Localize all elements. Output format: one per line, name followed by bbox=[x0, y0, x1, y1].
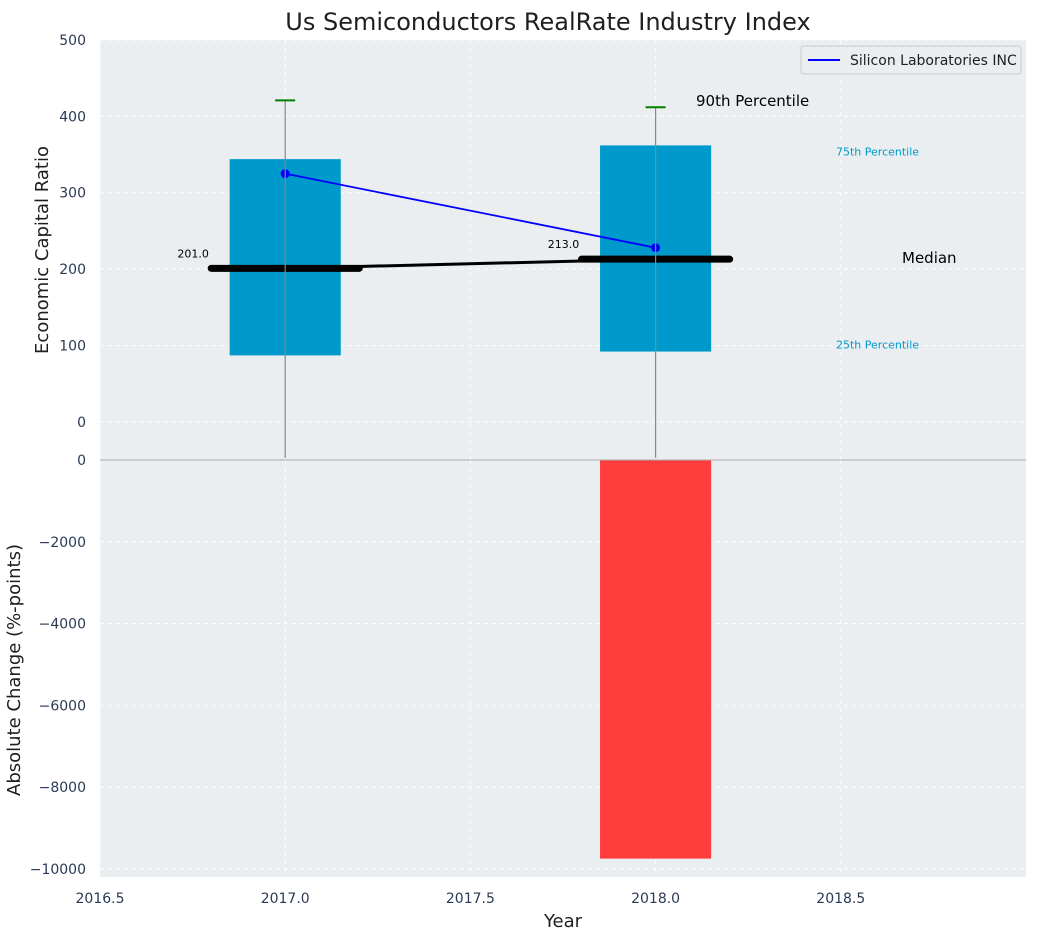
chart-title: Us Semiconductors RealRate Industry Inde… bbox=[285, 8, 810, 36]
annotation-90th: 90th Percentile bbox=[696, 92, 809, 110]
top-y-tick-label: 200 bbox=[59, 262, 86, 278]
bottom-y-tick-label: −6000 bbox=[39, 698, 86, 714]
bottom-y-tick-label: −2000 bbox=[39, 535, 86, 551]
x-tick-label: 2017.5 bbox=[446, 891, 495, 907]
change-bar bbox=[600, 460, 712, 859]
x-tick-label: 2018.5 bbox=[816, 891, 865, 907]
top-y-ticks: 0 100 200 300 400 500 bbox=[59, 33, 86, 431]
median-value-label: 213.0 bbox=[548, 238, 580, 251]
annotation-median: Median bbox=[902, 249, 957, 267]
top-y-axis-label: Economic Capital Ratio bbox=[32, 146, 53, 354]
legend-box bbox=[800, 45, 1022, 75]
bottom-panel-background bbox=[100, 460, 1026, 877]
top-y-tick-label: 400 bbox=[59, 109, 86, 125]
x-tick-label: 2016.5 bbox=[76, 891, 125, 907]
bottom-y-tick-label: −4000 bbox=[39, 617, 86, 633]
median-value-label: 201.0 bbox=[177, 247, 209, 260]
x-axis-label: Year bbox=[543, 911, 583, 932]
top-y-tick-label: 100 bbox=[59, 338, 86, 354]
bottom-y-tick-label: 0 bbox=[77, 453, 86, 469]
annotation-25th: 25th Percentile bbox=[836, 339, 919, 352]
bottom-bars bbox=[600, 460, 712, 859]
top-y-tick-label: 300 bbox=[59, 186, 86, 202]
annotation-75th: 75th Percentile bbox=[836, 145, 919, 158]
series-line bbox=[285, 172, 656, 249]
x-ticks: 2016.5 2017.0 2017.5 2018.0 2018.5 bbox=[76, 891, 866, 907]
x-tick-label: 2018.0 bbox=[631, 891, 680, 907]
bottom-y-ticks: 0 −2000 −4000 −6000 −8000 −10000 bbox=[30, 453, 86, 878]
legend-entry: Silicon Laboratories INC bbox=[850, 53, 1017, 69]
legend: Silicon Laboratories INC bbox=[800, 45, 1022, 75]
top-annotations: 90th Percentile 75th Percentile Median 25th… bbox=[696, 92, 957, 351]
top-y-tick-label: 500 bbox=[59, 33, 86, 49]
x-tick-label: 2017.0 bbox=[261, 891, 310, 907]
bottom-y-axis-label: Absolute Change (%-points) bbox=[4, 544, 25, 796]
bottom-y-tick-label: −8000 bbox=[39, 780, 86, 796]
top-y-tick-label: 0 bbox=[77, 415, 86, 431]
whiskers bbox=[275, 99, 666, 458]
bottom-y-tick-label: −10000 bbox=[30, 862, 86, 878]
